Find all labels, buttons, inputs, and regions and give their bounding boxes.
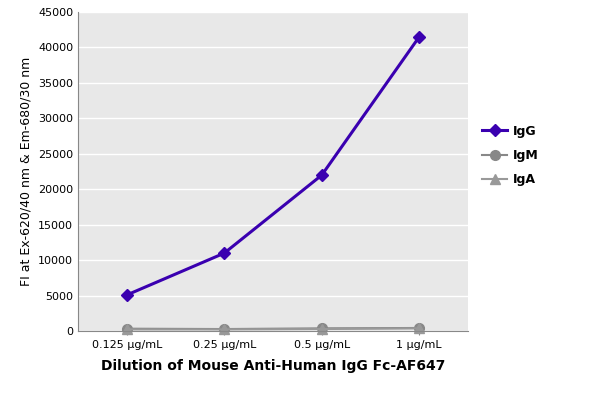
Line: IgA: IgA — [122, 324, 424, 334]
IgM — [318, 326, 325, 331]
IgA — [221, 327, 228, 332]
IgA — [416, 326, 423, 331]
Legend: IgG, IgM, IgA: IgG, IgM, IgA — [482, 125, 539, 186]
X-axis label: Dilution of Mouse Anti-Human IgG Fc-AF647: Dilution of Mouse Anti-Human IgG Fc-AF64… — [101, 359, 445, 373]
IgM — [221, 327, 228, 332]
IgG — [221, 251, 228, 255]
IgM — [123, 326, 130, 331]
IgG — [123, 292, 130, 297]
IgG — [318, 173, 325, 178]
IgM — [416, 326, 423, 330]
Line: IgM: IgM — [122, 323, 424, 334]
IgA — [123, 327, 130, 332]
IgG — [416, 34, 423, 39]
Line: IgG: IgG — [122, 33, 424, 299]
Y-axis label: FI at Ex-620/40 nm & Em-680/30 nm: FI at Ex-620/40 nm & Em-680/30 nm — [19, 57, 32, 286]
IgA — [318, 327, 325, 332]
